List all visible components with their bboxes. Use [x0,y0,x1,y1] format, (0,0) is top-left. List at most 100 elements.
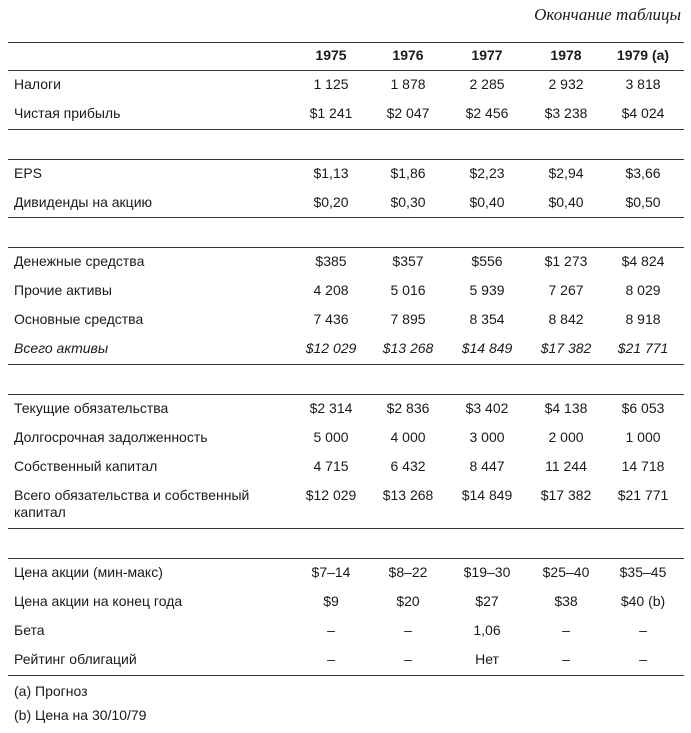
note: (a) Прогноз [14,683,88,699]
cell: $385 [315,252,347,269]
cell: $357 [392,252,424,269]
note: (b) Цена на 30/10/79 [14,707,147,723]
cell: – [327,622,335,639]
cell: 3 000 [469,428,505,445]
cell: 11 244 [545,458,587,475]
column-header: 1977 [471,47,503,63]
rule [8,217,684,218]
cell: $20 [396,592,420,609]
column-header: 1975 [315,47,347,63]
cell: 7 895 [390,311,426,328]
cell: $27 [475,592,499,609]
cell: $4 024 [621,105,665,122]
rule [8,246,684,248]
cell: $21 771 [617,487,669,504]
cell: $0,30 [390,193,426,210]
cell: $8–22 [388,563,428,580]
cell: 3 818 [625,76,661,92]
cell: 5 016 [390,281,426,298]
cell: 7 267 [548,281,584,298]
cell: $35–45 [619,563,667,580]
cell: $12 029 [305,487,357,504]
cell: 4 715 [313,458,349,475]
row-label: Цена акции на конец года [14,592,183,609]
cell: $1,13 [313,164,349,181]
cell: $0,20 [313,193,349,210]
caption: Окончание таблицы [534,5,681,24]
rule [8,129,684,130]
cell: $3 238 [544,105,588,122]
cell: 8 842 [548,311,584,328]
rule [8,70,684,71]
cell: 1 125 [313,76,349,92]
cell: 2 932 [548,76,584,92]
cell: $14 849 [461,340,513,357]
row-label: Всего обязательства и собственный капита… [14,487,250,521]
cell: $4 824 [621,252,665,269]
rule [8,675,684,676]
cell: 7 436 [313,311,349,328]
cell: $4 138 [544,399,588,416]
rule [8,158,684,160]
cell: $6 053 [621,399,665,416]
row-label: Чистая прибыль [14,105,121,122]
cell: 5 000 [313,428,349,445]
cell: $7–14 [311,563,351,580]
cell: $13 268 [382,487,434,504]
row-label: Основные средства [14,311,144,328]
cell: $2 836 [386,399,430,416]
row-label: Текущие обязательства [14,399,169,416]
cell: $0,50 [625,193,661,210]
cell: $12 029 [305,340,357,357]
cell: Нет [475,651,499,668]
cell: $1 273 [544,252,588,269]
row-label: Прочие активы [14,281,112,298]
cell: $3,66 [625,164,661,181]
cell: $2,94 [548,164,584,181]
cell: $38 [554,592,578,609]
column-header: 1979 (a) [616,47,670,63]
cell: – [562,651,570,668]
cell: $0,40 [548,193,584,210]
row-label: Всего активы [14,340,109,357]
cell: $17 382 [540,487,592,504]
row-label: Налоги [14,76,61,92]
cell: $40 (b) [620,592,666,609]
cell: $19–30 [463,563,511,580]
cell: – [639,651,647,668]
cell: – [404,622,412,639]
rule [8,42,684,43]
rule [8,528,684,529]
cell: 14 718 [621,458,665,475]
cell: 8 447 [469,458,505,475]
row-label: Бета [14,622,45,639]
row-label: Долгосрочная задолженность [14,428,208,445]
cell: – [404,651,412,668]
cell: $21 771 [617,340,669,357]
cell: – [327,651,335,668]
cell: $25–40 [542,563,590,580]
cell: 1,06 [473,622,501,639]
rule [8,393,684,395]
cell: 8 354 [469,311,505,328]
cell: 8 029 [625,281,661,298]
row-label: Денежные средства [14,252,145,269]
cell: 2 285 [469,76,505,92]
cell: $2 456 [465,105,509,122]
cell: $2,23 [469,164,505,181]
cell: 2 000 [548,428,584,445]
cell: $556 [471,252,503,269]
row-label: Рейтинг облигаций [14,651,137,668]
cell: – [639,622,647,639]
cell: $13 268 [382,340,434,357]
rule [8,557,684,559]
cell: $2 047 [386,105,430,122]
cell: 8 918 [625,311,661,328]
cell: – [562,622,570,639]
cell: $2 314 [309,399,353,416]
row-label: Дивиденды на акцию [14,193,153,210]
cell: $9 [323,592,339,609]
row-label: EPS [14,164,43,181]
rule [8,364,684,365]
